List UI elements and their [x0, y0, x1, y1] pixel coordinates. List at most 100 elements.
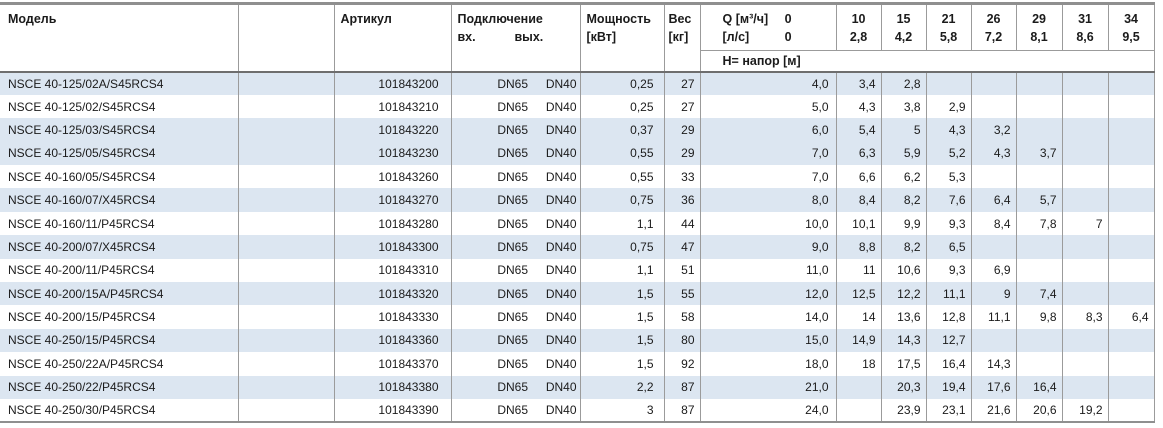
cell-head-q2: 6,2	[881, 165, 927, 189]
cell-head-q4: 11,1	[971, 305, 1017, 329]
cell-empty	[238, 258, 335, 283]
cell-article: 101843220	[334, 118, 452, 142]
cell-model: NSCE 40-250/22/P45RCS4	[0, 375, 239, 399]
cell-head-q0: 9,0	[700, 235, 837, 259]
cell-head-q4: 14,3	[971, 352, 1017, 376]
cell-head-q4: 6,9	[971, 258, 1017, 283]
cell-head-q5	[1016, 328, 1063, 353]
cell-head-q2: 8,2	[881, 235, 927, 259]
cell-outlet: DN40	[532, 328, 581, 353]
cell-empty	[238, 328, 335, 353]
cell-outlet: DN40	[532, 282, 581, 306]
q-ls-zero: 0	[784, 30, 792, 44]
cell-model: NSCE 40-125/02/S45RCS4	[0, 94, 239, 119]
outlet-label: вых.	[514, 30, 544, 44]
cell-head-q3: 2,9	[926, 94, 972, 119]
cell-head-q6	[1062, 141, 1109, 166]
cell-power: 1,1	[580, 211, 665, 236]
cell-head-q2: 20,3	[881, 375, 927, 399]
cell-head-q3: 5,2	[926, 141, 972, 166]
cell-head-q3: 16,4	[926, 352, 972, 376]
cell-head-q1: 8,8	[836, 235, 882, 259]
cell-inlet: DN65	[497, 99, 528, 114]
cell-head-q2: 14,3	[881, 328, 927, 353]
cell-head-q1: 5,4	[836, 118, 882, 142]
weight-unit: [кг]	[668, 30, 689, 44]
cell-head-q7	[1108, 352, 1155, 376]
cell-head-q1: 6,3	[836, 141, 882, 166]
cell-head-q5: 16,4	[1016, 375, 1063, 399]
cell-article: 101843230	[334, 141, 452, 166]
cell-model: NSCE 40-125/03/S45RCS4	[0, 118, 239, 142]
cell-head-q3: 12,7	[926, 328, 972, 353]
cell-model: NSCE 40-160/11/P45RCS4	[0, 211, 239, 236]
cell-power: 0,55	[580, 165, 665, 189]
cell-head-q4	[971, 328, 1017, 353]
col-header-flow-2: 15 4,2	[881, 3, 927, 51]
cell-head-q4: 8,4	[971, 211, 1017, 236]
cell-head-q0: 7,0	[700, 141, 837, 166]
cell-head-q4: 21,6	[971, 398, 1017, 423]
cell-outlet: DN40	[532, 165, 581, 189]
col-header-flow-1: 10 2,8	[836, 3, 882, 51]
cell-power: 1,5	[580, 328, 665, 353]
cell-head-q1: 4,3	[836, 94, 882, 119]
col-header-weight: Вес [кг]	[664, 3, 701, 72]
cell-head-q7	[1108, 211, 1155, 236]
cell-article: 101843310	[334, 258, 452, 283]
cell-article: 101843380	[334, 375, 452, 399]
cell-weight: 47	[664, 235, 701, 259]
cell-weight: 87	[664, 398, 701, 423]
weight-label: Вес	[668, 12, 692, 26]
cell-head-q1: 14	[836, 305, 882, 329]
cell-head-q5: 9,8	[1016, 305, 1063, 329]
cell-head-q1: 14,9	[836, 328, 882, 353]
cell-head-q3: 6,5	[926, 235, 972, 259]
cell-model: NSCE 40-200/15/P45RCS4	[0, 305, 239, 329]
cell-head-q6	[1062, 188, 1109, 212]
cell-head-q5: 20,6	[1016, 398, 1063, 423]
cell-model: NSCE 40-200/11/P45RCS4	[0, 258, 239, 283]
cell-outlet: DN40	[532, 188, 581, 212]
cell-head-q7	[1108, 188, 1155, 212]
cell-model: NSCE 40-250/22A/P45RCS4	[0, 352, 239, 376]
cell-head-q6	[1062, 235, 1109, 259]
cell-head-q6	[1062, 165, 1109, 189]
cell-head-q3: 11,1	[926, 282, 972, 306]
cell-head-q7	[1108, 141, 1155, 166]
cell-article: 101843360	[334, 328, 452, 353]
cell-head-q5	[1016, 94, 1063, 119]
cell-empty	[238, 305, 335, 329]
cell-head-q6	[1062, 94, 1109, 119]
table-row: NSCE 40-160/07/X45RCS4 101843270 DN65 DN40 0…	[0, 188, 1155, 212]
cell-head-q2: 23,9	[881, 398, 927, 423]
cell-head-q5	[1016, 71, 1063, 95]
table-row: NSCE 40-125/05/S45RCS4 101843230 DN65 DN40 0…	[0, 141, 1155, 166]
col-header-flow-6: 31 8,6	[1062, 3, 1109, 51]
cell-power: 1,1	[580, 258, 665, 283]
q-m3h-label: Q [м³/ч]	[722, 12, 769, 26]
cell-head-q6	[1062, 328, 1109, 353]
cell-outlet: DN40	[532, 235, 581, 259]
cell-head-q3	[926, 71, 972, 95]
cell-head-q6	[1062, 352, 1109, 376]
cell-head-q1: 18	[836, 352, 882, 376]
cell-weight: 27	[664, 71, 701, 95]
cell-inlet: DN65	[497, 216, 528, 231]
cell-head-q6	[1062, 375, 1109, 399]
cell-head-q2: 13,6	[881, 305, 927, 329]
cell-weight: 80	[664, 328, 701, 353]
cell-head-q3: 7,6	[926, 188, 972, 212]
cell-head-q0: 21,0	[700, 375, 837, 399]
cell-power: 0,75	[580, 235, 665, 259]
cell-head-q5	[1016, 235, 1063, 259]
cell-head-q7	[1108, 375, 1155, 399]
cell-weight: 44	[664, 211, 701, 236]
cell-head-q2: 5	[881, 118, 927, 142]
cell-head-q4	[971, 94, 1017, 119]
table-row: NSCE 40-200/15/P45RCS4 101843330 DN65 DN40 1…	[0, 305, 1155, 329]
cell-head-q4	[971, 235, 1017, 259]
header-row-head-band: H= напор [м]	[0, 50, 1155, 72]
cell-outlet: DN40	[532, 398, 581, 423]
